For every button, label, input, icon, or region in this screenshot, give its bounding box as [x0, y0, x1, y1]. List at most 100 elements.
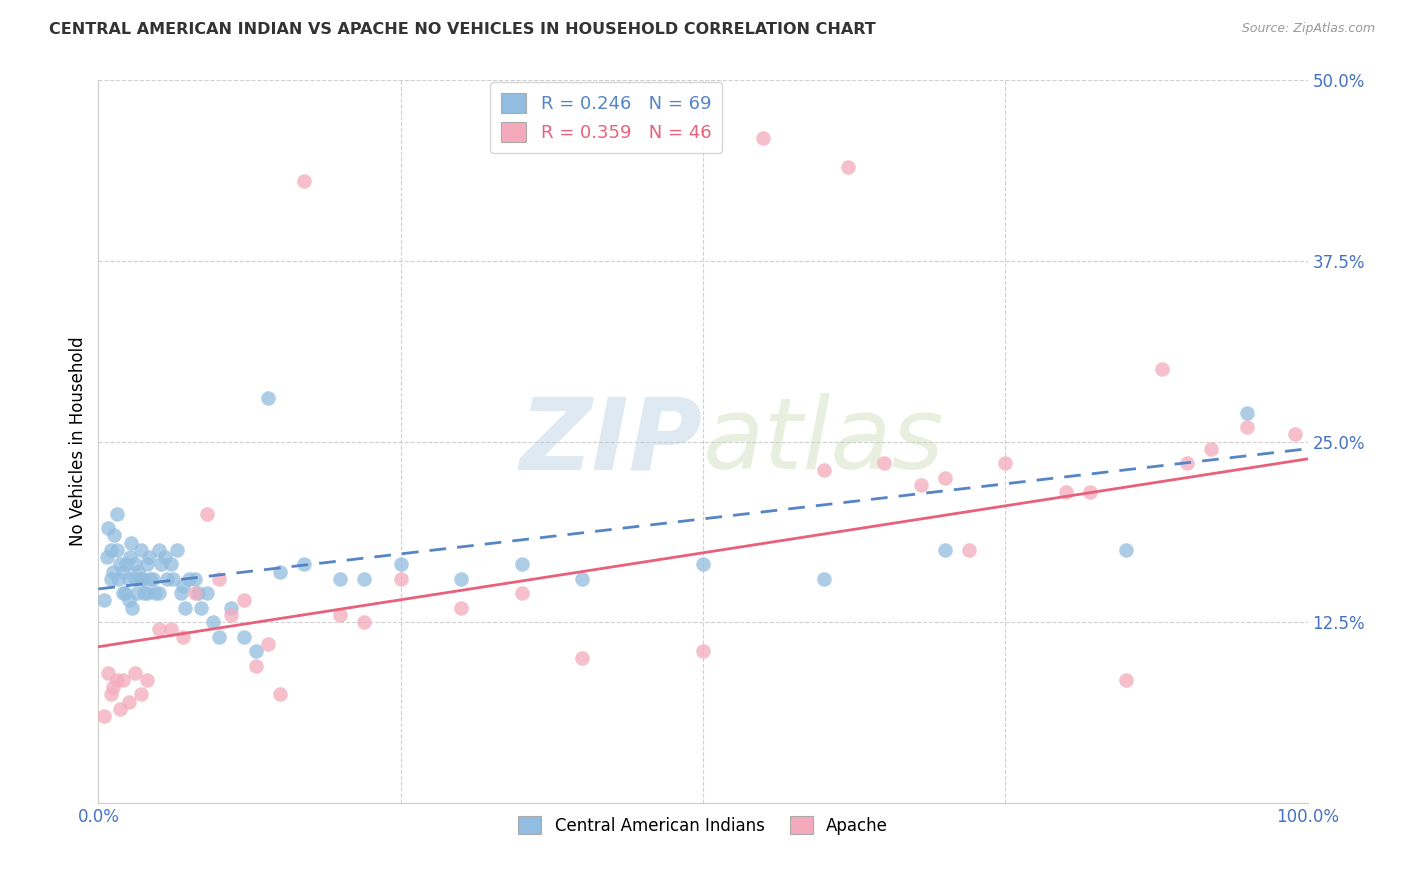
Point	[156, 572, 179, 586]
Point	[1152, 362, 1174, 376]
Point	[111, 673, 134, 687]
Point	[179, 572, 201, 586]
Point	[202, 615, 225, 630]
Point	[97, 521, 120, 535]
Point	[571, 572, 593, 586]
Point	[752, 131, 775, 145]
Point	[127, 565, 149, 579]
Point	[118, 550, 141, 565]
Point	[994, 456, 1017, 470]
Point	[957, 542, 980, 557]
Point	[174, 600, 197, 615]
Point	[101, 680, 124, 694]
Point	[184, 586, 207, 600]
Point	[148, 586, 170, 600]
Point	[329, 572, 352, 586]
Point	[1054, 485, 1077, 500]
Point	[132, 572, 155, 586]
Point	[245, 658, 267, 673]
Point	[124, 572, 146, 586]
Point	[100, 542, 122, 557]
Point	[353, 615, 375, 630]
Point	[510, 558, 533, 572]
Point	[195, 507, 218, 521]
Point	[124, 558, 146, 572]
Point	[160, 623, 183, 637]
Point	[108, 702, 131, 716]
Point	[96, 550, 118, 565]
Point	[1236, 406, 1258, 420]
Point	[172, 579, 194, 593]
Point	[135, 586, 157, 600]
Point	[111, 565, 134, 579]
Point	[103, 528, 125, 542]
Point	[389, 558, 412, 572]
Point	[111, 586, 134, 600]
Point	[245, 644, 267, 658]
Point	[256, 637, 278, 651]
Point	[232, 630, 254, 644]
Y-axis label: No Vehicles in Household: No Vehicles in Household	[69, 336, 87, 547]
Point	[121, 600, 143, 615]
Point	[100, 572, 122, 586]
Point	[256, 391, 278, 405]
Point	[93, 593, 115, 607]
Point	[184, 572, 207, 586]
Point	[329, 607, 352, 622]
Point	[166, 542, 188, 557]
Point	[124, 665, 146, 680]
Point	[208, 630, 231, 644]
Point	[837, 160, 859, 174]
Point	[105, 542, 128, 557]
Point	[934, 470, 956, 484]
Point	[97, 665, 120, 680]
Point	[139, 572, 162, 586]
Point	[169, 586, 191, 600]
Point	[1236, 420, 1258, 434]
Point	[105, 507, 128, 521]
Text: Source: ZipAtlas.com: Source: ZipAtlas.com	[1241, 22, 1375, 36]
Point	[100, 687, 122, 701]
Point	[148, 623, 170, 637]
Point	[101, 565, 124, 579]
Point	[195, 586, 218, 600]
Point	[873, 456, 896, 470]
Point	[269, 687, 291, 701]
Legend: Central American Indians, Apache: Central American Indians, Apache	[512, 809, 894, 841]
Point	[1284, 427, 1306, 442]
Point	[692, 644, 714, 658]
Point	[208, 572, 231, 586]
Point	[118, 695, 141, 709]
Point	[118, 572, 141, 586]
Point	[118, 593, 141, 607]
Point	[232, 593, 254, 607]
Point	[93, 709, 115, 723]
Point	[910, 478, 932, 492]
Point	[692, 558, 714, 572]
Point	[153, 550, 176, 565]
Point	[450, 572, 472, 586]
Point	[172, 630, 194, 644]
Point	[134, 586, 156, 600]
Point	[510, 586, 533, 600]
Point	[1115, 542, 1137, 557]
Point	[813, 463, 835, 477]
Point	[934, 542, 956, 557]
Point	[143, 586, 166, 600]
Point	[160, 558, 183, 572]
Point	[162, 572, 184, 586]
Point	[150, 558, 173, 572]
Point	[813, 572, 835, 586]
Point	[190, 600, 212, 615]
Point	[107, 572, 129, 586]
Point	[1078, 485, 1101, 500]
Point	[129, 542, 152, 557]
Point	[292, 558, 315, 572]
Point	[221, 600, 243, 615]
Point	[120, 535, 142, 549]
Point	[221, 607, 243, 622]
Point	[571, 651, 593, 665]
Point	[105, 673, 128, 687]
Point	[187, 586, 209, 600]
Text: ZIP: ZIP	[520, 393, 703, 490]
